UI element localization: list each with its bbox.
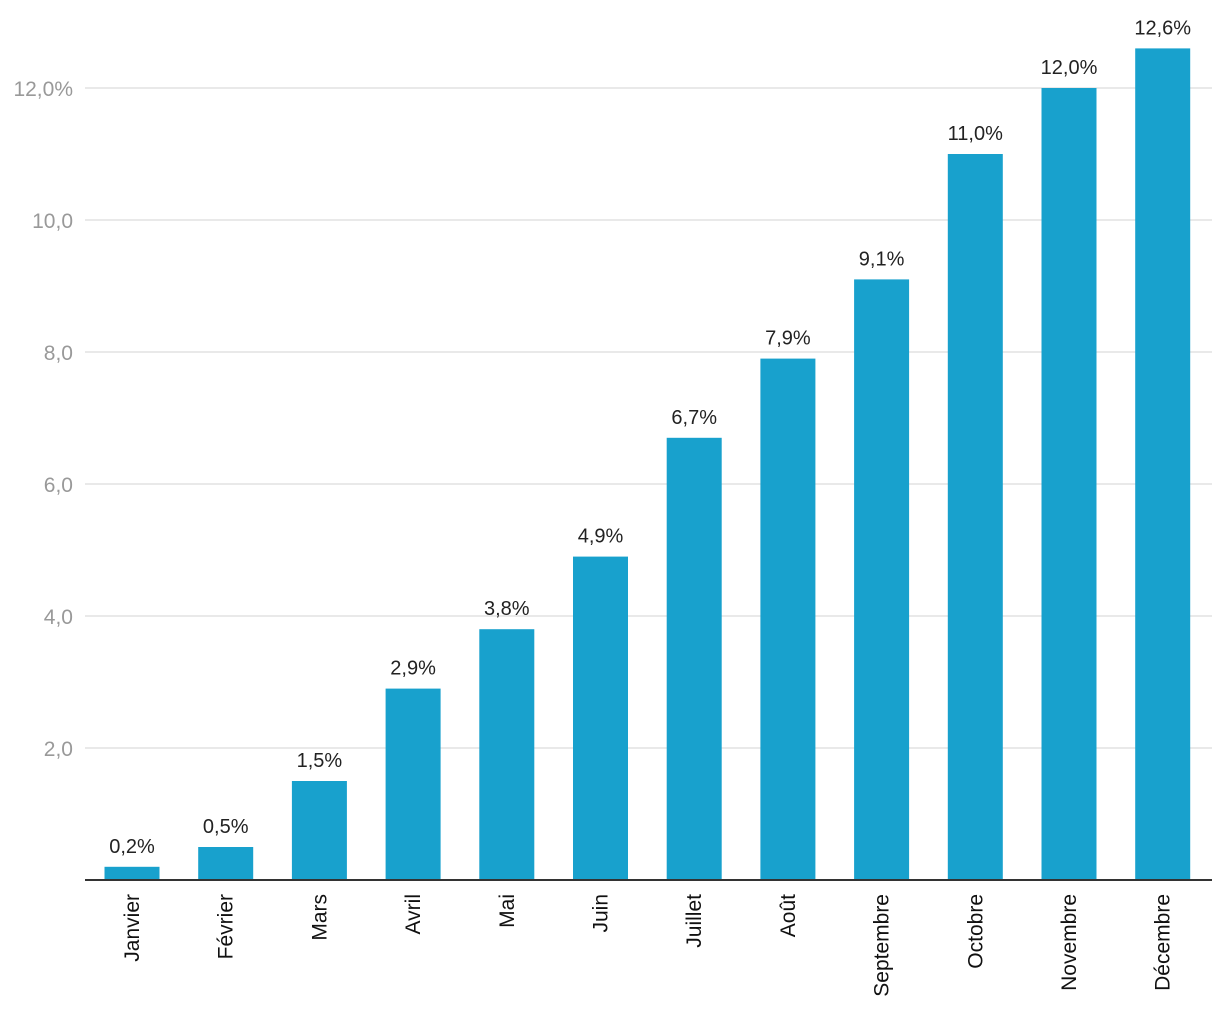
bar [104,866,160,880]
bar [1135,48,1191,880]
data-label: 0,5% [203,816,249,838]
bar [291,781,347,880]
x-tick-label: Mai [496,894,519,928]
data-label: 4,9% [578,526,624,548]
data-label: 12,6% [1134,17,1191,39]
bar [1041,88,1097,880]
bar [947,154,1003,880]
data-label: 11,0% [948,123,1003,145]
x-tick-label: Avril [402,894,425,934]
data-label: 12,0% [1041,57,1098,79]
x-tick-label: Octobre [964,894,987,969]
bar [854,279,910,880]
y-tick-label: 12,0% [13,78,73,101]
bar [666,437,722,880]
bar [573,556,628,880]
x-tick-label: Décembre [1152,894,1175,991]
x-tick-label: Juin [590,894,613,933]
data-label: 3,8% [484,598,530,620]
x-tick-label: Septembre [871,894,894,997]
bar [198,847,254,880]
x-tick-label: Novembre [1058,894,1081,991]
y-tick-label: 8,0 [44,342,73,365]
bar [760,358,816,881]
x-tick-label: Août [777,894,800,937]
gridlines [85,87,1212,749]
bar [385,688,441,880]
y-tick-label: 2,0 [44,738,73,761]
data-label: 7,9% [765,328,811,350]
data-label: 0,2% [109,836,155,858]
data-label: 9,1% [859,248,905,270]
data-labels: 0,2% 0,5% 1,5% 2,9% 3,8% 4,9% 6,7% 7,9% 9,1% 11,0… [109,17,1191,857]
x-axis-tick-labels: Janvier Février Mars Avril Mai Juin Juillet Aoû… [121,894,1175,997]
data-label: 2,9% [390,658,436,680]
y-tick-label: 4,0 [44,606,73,629]
data-label: 6,7% [671,407,717,429]
y-axis-tick-labels: 2,0 4,0 6,0 8,0 10,0 12,0% [13,78,73,761]
x-tick-label: Janvier [121,894,144,962]
x-tick-label: Juillet [683,894,706,948]
data-label: 1,5% [297,750,343,772]
x-tick-label: Mars [308,894,331,941]
y-tick-label: 6,0 [44,474,73,497]
bar [479,629,535,880]
bars [104,48,1191,881]
x-tick-label: Février [215,894,238,959]
y-tick-label: 10,0 [32,210,73,233]
